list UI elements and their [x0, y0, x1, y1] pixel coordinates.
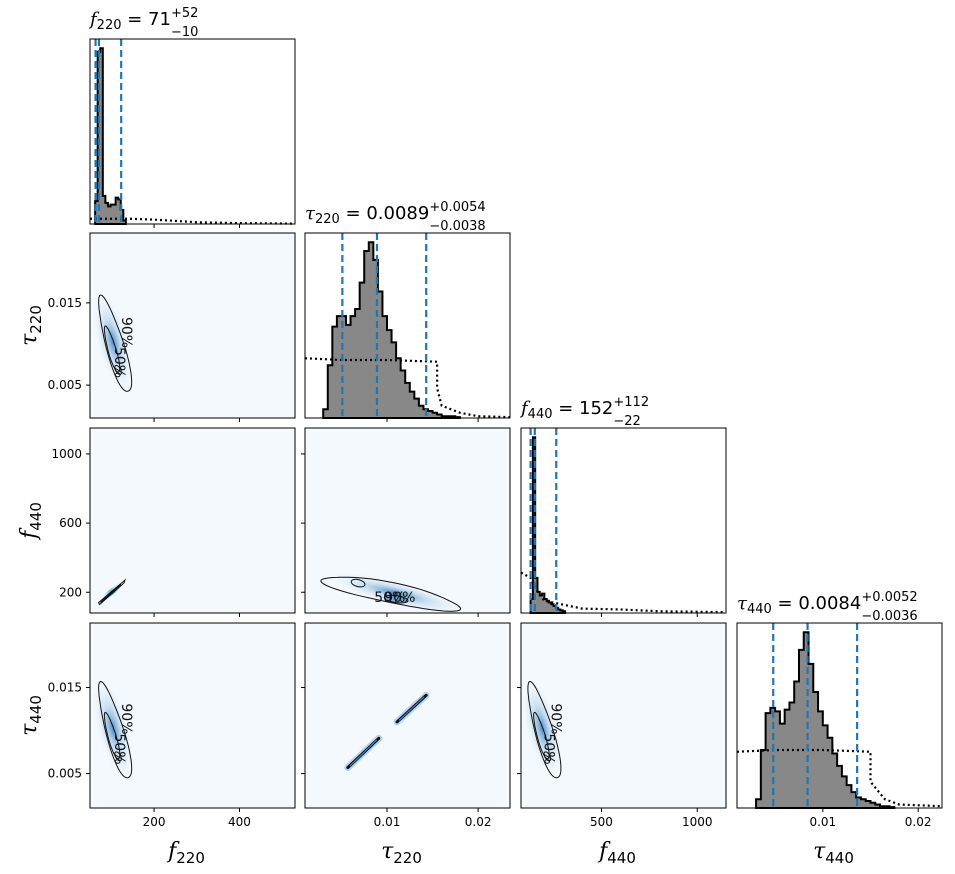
panel-frame: [89, 232, 296, 419]
contour-50: [100, 583, 122, 604]
prior-curve: [736, 748, 943, 808]
xtick-label-f440-1: 1000: [682, 815, 713, 829]
panel-contents: 90%50%: [93, 679, 134, 779]
posterior-histogram: [322, 241, 461, 419]
panel-tau440-vs-tau220: [304, 622, 511, 809]
x-axis-label-f440: f440: [597, 839, 636, 867]
diag-panel-f220: [89, 38, 296, 225]
contour-90: [98, 680, 133, 779]
panel-f440-vs-f220: [89, 427, 296, 614]
panel-contents: [96, 578, 127, 606]
panel-title-f440: f440 = 152+112: [519, 395, 649, 422]
contour-50-island: [543, 751, 552, 762]
contour-label-50: 50%: [374, 590, 405, 606]
ytick-label-tau220-0: 0.005: [48, 378, 82, 392]
panel-contents: 50%90%: [320, 572, 465, 613]
ytick-label-tau220-1: 0.015: [48, 296, 82, 310]
diag-frame: [520, 427, 727, 614]
contour-core-0: [349, 739, 378, 767]
ytick-label-f440-0: 200: [59, 585, 82, 599]
diag-frame: [304, 232, 511, 419]
panel-tau440-vs-f440: 90%50%: [520, 622, 727, 809]
diag-background: [521, 428, 726, 613]
xtick-label-tau440-0: 0.01: [809, 815, 836, 829]
panel-title-minus-tau220: −0.0038: [429, 219, 485, 234]
panel-title-minus-tau440: −0.0036: [861, 609, 917, 624]
density-blob: [328, 572, 465, 613]
diag-panel-f440: [520, 427, 727, 614]
diag-panel-tau220: [304, 232, 511, 419]
panel-contents: 90%50%: [522, 679, 563, 779]
contour-50-island: [114, 751, 122, 762]
contour-label-50: 50%: [111, 733, 127, 764]
diag-frame: [89, 38, 296, 225]
panel-frame: [304, 427, 511, 614]
contour-50-island: [350, 578, 366, 588]
contour-50: [383, 594, 409, 604]
panel-contents: 90%50%: [93, 293, 134, 392]
xtick-label-tau220-1: 0.02: [465, 815, 492, 829]
panel-title-minus-f440: −22: [613, 414, 640, 429]
contour-label-50: 50%: [540, 733, 556, 764]
diag-panel-tau440: [736, 622, 943, 809]
prior-curve: [90, 217, 296, 225]
x-axis-label-tau440: τ440: [813, 839, 854, 867]
panel-frame: [304, 622, 511, 809]
y-axis-label-tau440: τ440: [17, 695, 45, 736]
y-axis-label-tau220: τ220: [17, 305, 45, 346]
panel-f440-vs-tau220: 50%90%: [304, 427, 511, 614]
contour-90: [320, 576, 462, 612]
contour-50: [533, 711, 550, 760]
posterior-histogram: [94, 47, 127, 225]
contour-label-90: 90%: [384, 590, 415, 606]
contour-label-90: 90%: [118, 317, 134, 348]
xtick-label-f220-0: 200: [143, 815, 166, 829]
panel-tau220-vs-f220: 90%50%: [89, 232, 296, 419]
contour-50-island: [114, 364, 122, 375]
contour-90: [527, 680, 562, 779]
contour-90: [98, 294, 133, 392]
contour-core-1: [398, 696, 425, 721]
xtick-label-f220-1: 400: [228, 815, 251, 829]
y-axis-label-f440: f440: [17, 502, 45, 541]
panel-tau440-vs-f220: 90%50%: [89, 622, 296, 809]
panel-title-minus-f220: −10: [171, 25, 198, 40]
contour-50: [103, 711, 121, 760]
panel-frame: [89, 427, 296, 614]
diag-background: [90, 39, 295, 224]
ytick-label-tau440-0: 0.005: [48, 767, 82, 781]
ytick-label-f440-1: 600: [59, 516, 82, 530]
posterior-histogram: [755, 631, 896, 809]
panel-frame: [89, 622, 296, 809]
xtick-label-tau440-1: 0.02: [905, 815, 932, 829]
density-blob: [522, 679, 563, 778]
panel-title-tau220: τ220 = 0.0089+0.0054: [305, 200, 486, 227]
panel-contents: [344, 691, 430, 772]
diag-frame: [736, 622, 943, 809]
x-axis-label-tau220: τ220: [381, 839, 422, 867]
panel-title-tau440: τ440 = 0.0084+0.0052: [737, 590, 918, 617]
panels-layer: 90%50%50%90%90%50%90%50%: [89, 38, 943, 809]
panel-frame: [520, 622, 727, 809]
panel-title-f220: f220 = 71+52: [88, 6, 198, 33]
contour-label-90: 90%: [547, 703, 563, 734]
ytick-label-f440-2: 1000: [51, 447, 82, 461]
contour-50: [103, 325, 121, 373]
contour-label-90: 90%: [118, 703, 134, 734]
xtick-label-tau220-0: 0.01: [374, 815, 401, 829]
prior-curve: [304, 357, 511, 419]
prior-curve: [520, 571, 727, 614]
ytick-label-tau440-1: 0.015: [48, 681, 82, 695]
contour-label-50: 50%: [111, 347, 127, 378]
x-axis-label-f220: f220: [166, 839, 205, 867]
xtick-label-f440-0: 500: [590, 815, 613, 829]
